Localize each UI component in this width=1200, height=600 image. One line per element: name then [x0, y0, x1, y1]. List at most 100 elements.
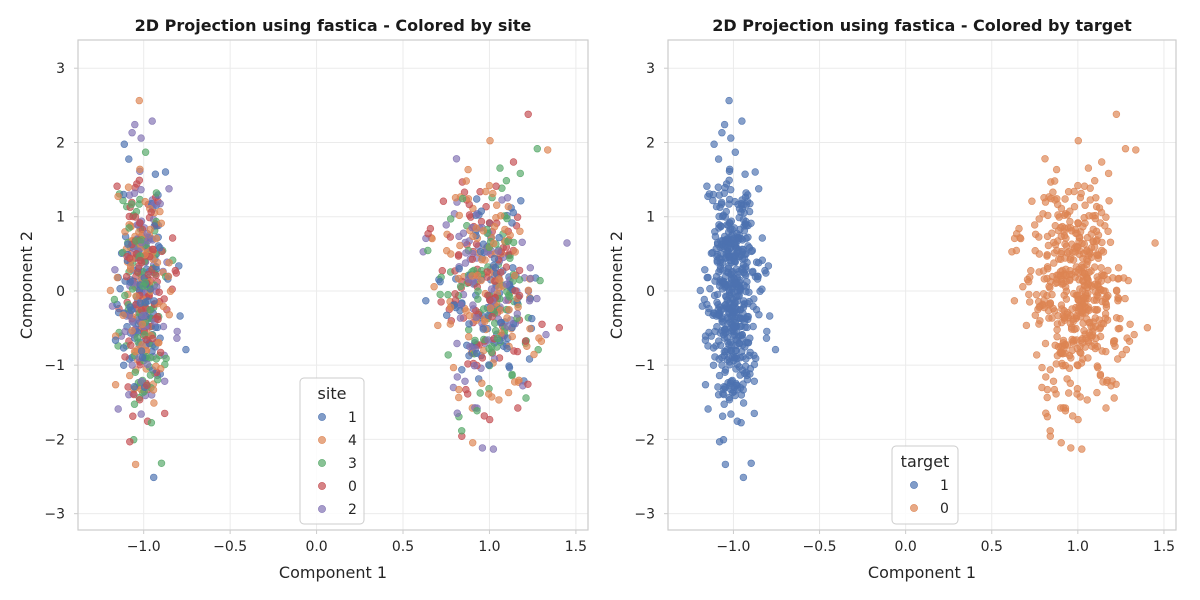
data-point	[451, 194, 460, 202]
data-point	[1050, 385, 1059, 394]
data-point	[717, 306, 725, 315]
data-point	[128, 285, 137, 293]
data-point	[734, 270, 742, 279]
data-point	[485, 181, 494, 190]
data-point	[1080, 327, 1088, 335]
data-point	[472, 313, 480, 321]
data-point	[1091, 280, 1099, 288]
data-point	[1052, 165, 1061, 174]
data-point	[485, 361, 493, 369]
data-point	[731, 197, 739, 206]
x-axis-label: Component 1	[279, 563, 387, 582]
axes-frame	[77, 39, 589, 531]
data-point	[152, 362, 160, 370]
data-point	[706, 285, 714, 293]
x-tick-label: 0.5	[981, 539, 1003, 555]
data-point	[728, 353, 736, 362]
data-point	[473, 349, 481, 357]
data-point	[1059, 362, 1067, 370]
data-point	[727, 410, 735, 418]
data-point	[1078, 239, 1086, 248]
data-point	[130, 383, 139, 391]
data-point	[1045, 314, 1053, 322]
data-point	[439, 197, 448, 205]
data-point	[1041, 339, 1050, 348]
data-point	[137, 134, 145, 142]
legend-entry-label: 0	[940, 501, 949, 517]
data-point	[141, 298, 150, 306]
data-point	[496, 164, 504, 172]
data-point	[738, 245, 746, 254]
data-point	[1114, 264, 1123, 272]
panel-colored-by-target: −1.0 −0.5 0.0 0.5 1.0 1.5 −3 −2 −1 0 1 2 3 2D Project…	[607, 16, 1177, 582]
data-point	[436, 290, 444, 299]
data-point	[482, 203, 490, 211]
data-point	[462, 177, 470, 185]
data-point	[1043, 393, 1051, 402]
data-point	[1121, 145, 1130, 153]
legend-box	[891, 445, 959, 525]
data-point	[718, 285, 727, 293]
data-point	[489, 445, 498, 453]
data-point	[511, 287, 519, 295]
data-point	[156, 348, 165, 357]
data-point	[1104, 227, 1112, 236]
data-point	[490, 239, 498, 248]
chart-title: 2D Projection using fastica - Colored by…	[712, 16, 1132, 35]
data-point	[165, 311, 174, 319]
data-point	[1090, 177, 1099, 185]
data-point	[155, 288, 163, 296]
data-point	[738, 117, 746, 125]
data-point	[715, 212, 723, 221]
data-point	[144, 270, 153, 279]
data-point	[434, 321, 442, 330]
data-point	[1067, 325, 1076, 333]
data-point	[489, 261, 498, 270]
data-point	[754, 272, 762, 281]
data-point	[737, 208, 745, 216]
data-point	[128, 327, 136, 335]
data-point	[461, 259, 470, 267]
data-point	[469, 301, 477, 309]
data-point	[739, 473, 748, 482]
data-point	[1074, 415, 1082, 424]
data-point	[458, 194, 467, 203]
y-tick-label: −2	[44, 432, 65, 448]
legend-marker	[318, 505, 326, 513]
data-point	[721, 460, 730, 469]
data-point	[155, 339, 163, 347]
data-point	[513, 310, 521, 318]
data-point	[165, 185, 173, 193]
data-point	[1010, 297, 1019, 305]
data-point	[741, 170, 749, 178]
data-point	[154, 315, 162, 324]
data-point	[745, 288, 753, 296]
y-tick-label: 2	[646, 135, 655, 151]
data-point	[716, 341, 725, 349]
data-point	[156, 244, 164, 252]
data-point	[1035, 233, 1043, 241]
data-point	[526, 264, 534, 272]
data-point	[710, 291, 719, 300]
data-point	[712, 272, 721, 281]
y-axis-label: Component 2	[607, 231, 626, 339]
data-point	[465, 352, 473, 360]
data-point	[125, 212, 134, 221]
data-point	[477, 207, 485, 215]
legend-marker	[910, 504, 918, 512]
data-point	[731, 148, 739, 156]
data-point	[152, 271, 160, 280]
data-point	[474, 287, 482, 295]
data-point	[136, 219, 144, 227]
data-point	[1102, 404, 1110, 412]
data-point	[1091, 214, 1100, 223]
data-point	[120, 140, 129, 148]
data-point	[128, 317, 137, 325]
data-point	[1049, 377, 1058, 385]
data-point	[164, 272, 173, 281]
data-point	[725, 96, 733, 105]
data-point	[1067, 444, 1075, 452]
data-point	[462, 249, 470, 257]
x-tick-label: 1.5	[565, 539, 587, 555]
data-point	[714, 183, 722, 191]
